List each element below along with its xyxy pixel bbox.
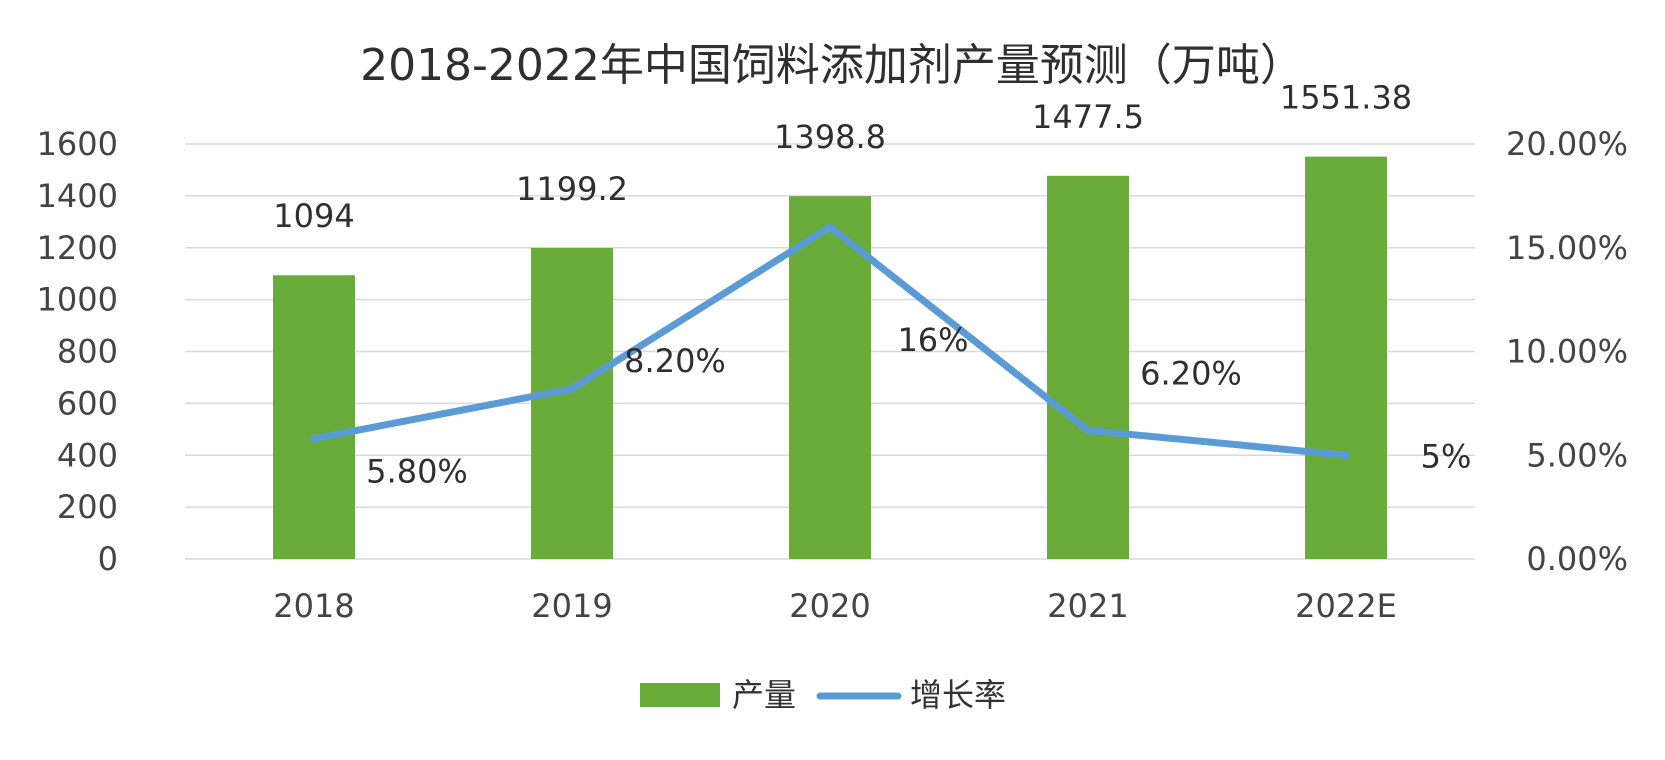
bar — [273, 275, 355, 559]
line-data-label: 6.20% — [1140, 354, 1242, 392]
x-axis-ticks: 2018 2019 2020 2021 2022E — [273, 587, 1397, 625]
bar — [1305, 156, 1387, 559]
x-tick-label: 2020 — [789, 587, 870, 625]
line-data-label: 8.20% — [624, 342, 726, 380]
y-left-tick-label: 1400 — [37, 177, 118, 215]
line-data-label: 5.80% — [366, 453, 468, 491]
legend-label-growth-rate: 增长率 — [910, 676, 1006, 714]
y-left-tick-label: 1600 — [37, 125, 118, 163]
y-left-tick-label: 800 — [57, 333, 118, 371]
x-tick-label: 2022E — [1295, 587, 1397, 625]
bar-data-label: 1398.8 — [774, 118, 886, 156]
y-right-tick-label: 10.00% — [1506, 333, 1628, 371]
legend-label-production: 产量 — [732, 676, 796, 714]
y-left-tick-label: 1000 — [37, 281, 118, 319]
y-left-tick-label: 600 — [57, 384, 118, 422]
bar-data-label: 1199.2 — [516, 170, 628, 208]
right-axis-ticks: 0.00% 5.00% 10.00% 15.00% 20.00% — [1506, 125, 1628, 578]
x-tick-label: 2021 — [1047, 587, 1128, 625]
line-series: 5.80% 8.20% 16% 6.20% 5% — [310, 223, 1471, 491]
line-point — [826, 223, 834, 231]
y-right-tick-label: 15.00% — [1506, 229, 1628, 267]
y-left-tick-label: 200 — [57, 488, 118, 526]
bar — [531, 247, 613, 559]
bar-data-label: 1477.5 — [1032, 98, 1144, 136]
line-data-label: 16% — [897, 321, 968, 359]
bar — [1047, 175, 1129, 559]
bar-series: 1094 1199.2 1398.8 1477.5 1551.38 — [273, 79, 1412, 559]
line-point — [310, 434, 318, 443]
line-point — [1084, 426, 1092, 435]
legend-bar-swatch — [640, 683, 720, 707]
line-point — [1342, 451, 1350, 460]
x-tick-label: 2018 — [273, 587, 354, 625]
y-left-tick-label: 400 — [57, 436, 118, 474]
chart-title: 2018-2022年中国饲料添加剂产量预测（万吨） — [360, 40, 1304, 91]
legend: 产量 增长率 — [640, 676, 1006, 714]
y-left-tick-label: 1200 — [37, 229, 118, 267]
y-right-tick-label: 20.00% — [1506, 125, 1628, 163]
y-right-tick-label: 0.00% — [1526, 540, 1628, 578]
bar-data-label: 1094 — [273, 197, 354, 235]
y-left-tick-label: 0 — [98, 540, 118, 578]
line-point — [568, 384, 576, 393]
bar-data-label: 1551.38 — [1280, 79, 1412, 117]
y-right-tick-label: 5.00% — [1526, 436, 1628, 474]
x-tick-label: 2019 — [531, 587, 612, 625]
left-axis-ticks: 0 200 400 600 800 1000 1200 1400 1600 — [37, 125, 118, 578]
bar — [789, 196, 871, 559]
line-data-label: 5% — [1421, 437, 1472, 475]
